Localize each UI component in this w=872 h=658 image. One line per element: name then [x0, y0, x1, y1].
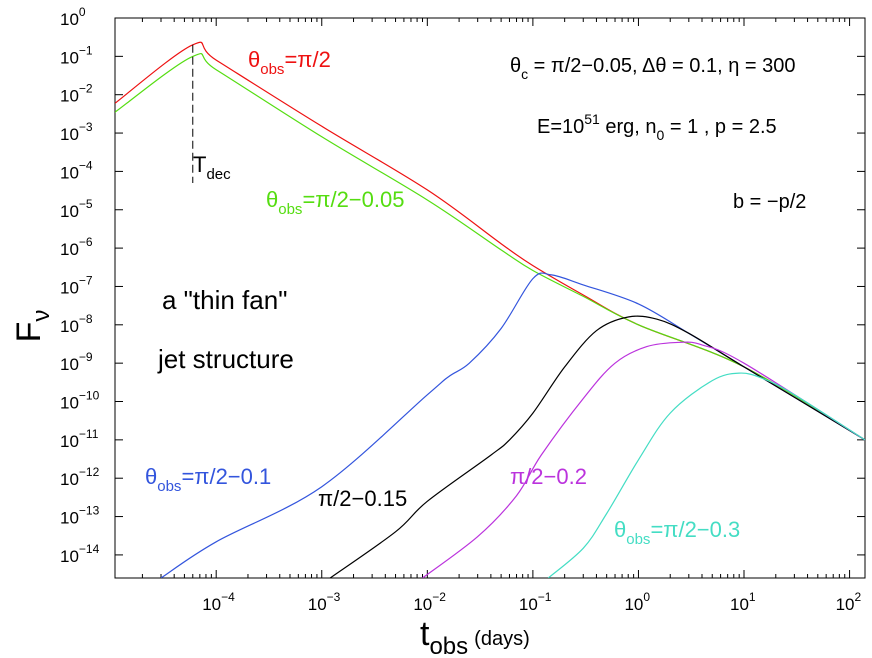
thin-fan-label: a "thin fan"	[162, 285, 287, 315]
axis-ticks: 10−4 10−3 10−2 10−1 100 101 102 100 10−1 10−2 10−3…	[60, 5, 865, 614]
y-tick-label: 10−11	[60, 427, 99, 451]
x-tick-label: 100	[624, 590, 650, 614]
series-line-green	[115, 53, 865, 441]
params-line-2: E=1051 erg, n0 = 1 , p = 2.5	[537, 111, 777, 143]
y-tick-label: 10−2	[60, 82, 93, 106]
y-tick-label: 10−8	[60, 312, 93, 336]
y-tick-label: 10−5	[60, 197, 93, 221]
params-line-1: θc = π/2−0.05, Δθ = 0.1, η = 300	[510, 55, 796, 82]
y-tick-label: 10−13	[60, 504, 100, 528]
plot-frame	[114, 17, 866, 579]
y-tick-label: 10−7	[60, 273, 93, 297]
y-tick-label: 10−6	[60, 235, 93, 259]
label-black-series: π/2−0.15	[318, 486, 407, 511]
x-axis-title: tobs (days)	[420, 615, 530, 658]
series-line-cyan	[547, 372, 865, 578]
series-line-purple	[422, 341, 865, 578]
label-cyan-series: θobs=π/2−0.3	[614, 517, 740, 548]
y-tick-label: 10−10	[60, 389, 100, 413]
series-line-blue	[160, 272, 865, 578]
x-tick-label: 102	[836, 590, 862, 614]
x-tick-label: 10−2	[413, 590, 446, 614]
series-group	[115, 41, 865, 578]
jet-structure-label: jet structure	[157, 344, 294, 374]
x-tick-label: 10−1	[519, 590, 552, 614]
label-green-series: θobs=π/2−0.05	[266, 187, 404, 218]
series-line-red	[115, 41, 865, 441]
y-tick-label: 10−9	[60, 350, 93, 374]
y-tick-label: 10−14	[60, 542, 100, 566]
y-tick-label: 10−12	[60, 465, 100, 489]
y-axis-title: Fν	[10, 310, 55, 343]
y-tick-label: 10−1	[60, 43, 93, 67]
x-tick-label: 10−3	[308, 590, 341, 614]
series-line-black	[329, 315, 865, 578]
tdec-label: Tdec	[193, 152, 231, 183]
label-blue-series: θobs=π/2−0.1	[145, 464, 271, 495]
b-parameter: b = −p/2	[733, 191, 806, 213]
x-tick-label: 101	[730, 590, 756, 614]
label-red-series: θobs=π/2	[248, 47, 331, 78]
label-purple-series: π/2−0.2	[510, 464, 587, 489]
y-tick-label: 10−4	[60, 158, 93, 182]
y-tick-label: 100	[60, 5, 86, 29]
x-tick-label: 10−4	[202, 590, 235, 614]
y-tick-label: 10−3	[60, 120, 93, 144]
